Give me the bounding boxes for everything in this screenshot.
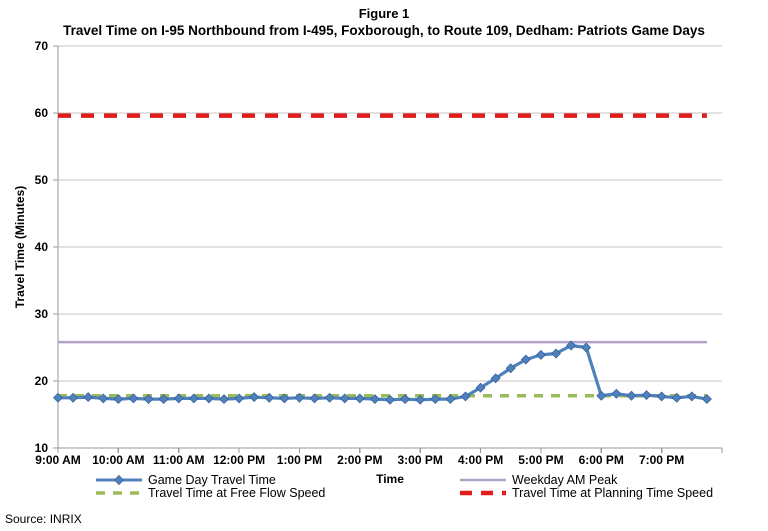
x-tick-label: 2:00 PM (337, 453, 382, 467)
x-tick-label: 6:00 PM (579, 453, 624, 467)
figure-number-title: Figure 1 (358, 6, 410, 21)
data-point-marker (415, 394, 426, 405)
data-point-marker (279, 393, 290, 404)
y-tick-label: 60 (35, 106, 49, 120)
legend-label: Travel Time at Free Flow Speed (148, 486, 326, 500)
y-tick-label: 30 (35, 307, 49, 321)
legend-swatch-planning-dash-icon (460, 490, 506, 496)
y-tick-label: 10 (35, 441, 49, 455)
source-note: Source: INRIX (5, 512, 82, 526)
data-point-marker (188, 393, 199, 404)
data-point-marker (430, 394, 441, 405)
data-point-marker (460, 391, 471, 402)
series-game-day-travel-time (53, 340, 712, 405)
legend-item-weekday-am-peak: Weekday AM Peak (459, 474, 713, 486)
data-point-marker (400, 394, 411, 405)
plot-area: 10 20 30 40 50 60 70 9:00 AM 10:00 AM 11:00 AM 12:… (35, 40, 723, 467)
legend-label: Game Day Travel Time (148, 473, 276, 487)
x-tick-label: 9:00 AM (35, 453, 81, 467)
data-point-marker (264, 392, 275, 403)
data-point-marker (611, 388, 622, 399)
legend-swatch-am-peak-line-icon (460, 478, 506, 482)
data-point-marker (505, 363, 516, 374)
data-point-marker (83, 392, 94, 403)
data-point-marker (354, 393, 365, 404)
x-tick-label: 12:00 PM (213, 453, 265, 467)
x-tick-label: 3:00 PM (398, 453, 443, 467)
legend-swatch-game-day-line-icon (96, 474, 142, 486)
x-tick-label: 7:00 PM (639, 453, 684, 467)
data-point-marker (158, 394, 169, 405)
data-point-marker (203, 393, 214, 404)
data-point-marker (68, 392, 79, 403)
legend-column-left: Game Day Travel Time Travel Time at Free… (95, 474, 325, 500)
data-point-marker (566, 340, 577, 351)
data-point-marker (520, 354, 531, 365)
data-point-marker (490, 373, 501, 384)
chart-title: Travel Time on I-95 Northbound from I-49… (63, 23, 705, 38)
tick-labels: 10 20 30 40 50 60 70 9:00 AM 10:00 AM 11:00 AM 12:… (35, 40, 685, 467)
data-point-marker (143, 394, 154, 405)
data-point-marker (385, 394, 395, 405)
data-point-marker (626, 390, 637, 401)
y-tick-label: 40 (35, 240, 49, 254)
data-point-marker (113, 394, 124, 405)
x-tick-label: 10:00 AM (92, 453, 144, 467)
data-point-marker (98, 393, 109, 404)
data-point-marker (173, 393, 184, 404)
data-point-marker (535, 349, 546, 360)
data-point-marker (551, 348, 561, 359)
data-point-marker (701, 394, 712, 405)
x-tick-label: 5:00 PM (518, 453, 563, 467)
x-tick-label: 11:00 AM (153, 453, 205, 467)
data-point-marker (641, 390, 652, 401)
x-tick-label: 4:00 PM (458, 453, 503, 467)
data-point-marker (656, 391, 667, 402)
data-point-marker (234, 393, 245, 404)
data-point-marker (309, 393, 320, 404)
legend-column-right: Weekday AM Peak Travel Time at Planning … (459, 474, 713, 500)
legend-label: Travel Time at Planning Time Speed (512, 486, 714, 500)
data-point-marker (324, 392, 335, 403)
data-point-marker (339, 393, 350, 404)
data-point-marker (249, 392, 260, 403)
data-point-marker (369, 394, 380, 405)
y-tick-label: 20 (35, 374, 49, 388)
data-point-marker (475, 382, 486, 393)
legend-item-free-flow-speed: Travel Time at Free Flow Speed (95, 487, 325, 499)
x-tick-label: 1:00 PM (277, 453, 322, 467)
data-point-marker (445, 394, 456, 405)
legend-item-planning-time-speed: Travel Time at Planning Time Speed (459, 487, 713, 499)
x-axis-title: Time (376, 472, 404, 486)
legend-swatch-free-flow-dash-icon (96, 491, 142, 495)
data-point-marker (128, 393, 139, 404)
legend-label: Weekday AM Peak (512, 473, 618, 487)
data-point-marker (219, 394, 229, 405)
data-point-marker (581, 342, 592, 353)
data-point-marker (686, 391, 697, 402)
y-tick-label: 50 (35, 173, 49, 187)
y-tick-label: 70 (35, 40, 49, 53)
axes (53, 45, 723, 453)
data-point-marker (596, 390, 607, 401)
gridlines (58, 45, 722, 382)
data-point-marker (294, 392, 305, 403)
legend-item-game-day-travel-time: Game Day Travel Time (95, 474, 325, 486)
data-point-marker (53, 392, 63, 403)
data-point-marker (671, 392, 682, 403)
